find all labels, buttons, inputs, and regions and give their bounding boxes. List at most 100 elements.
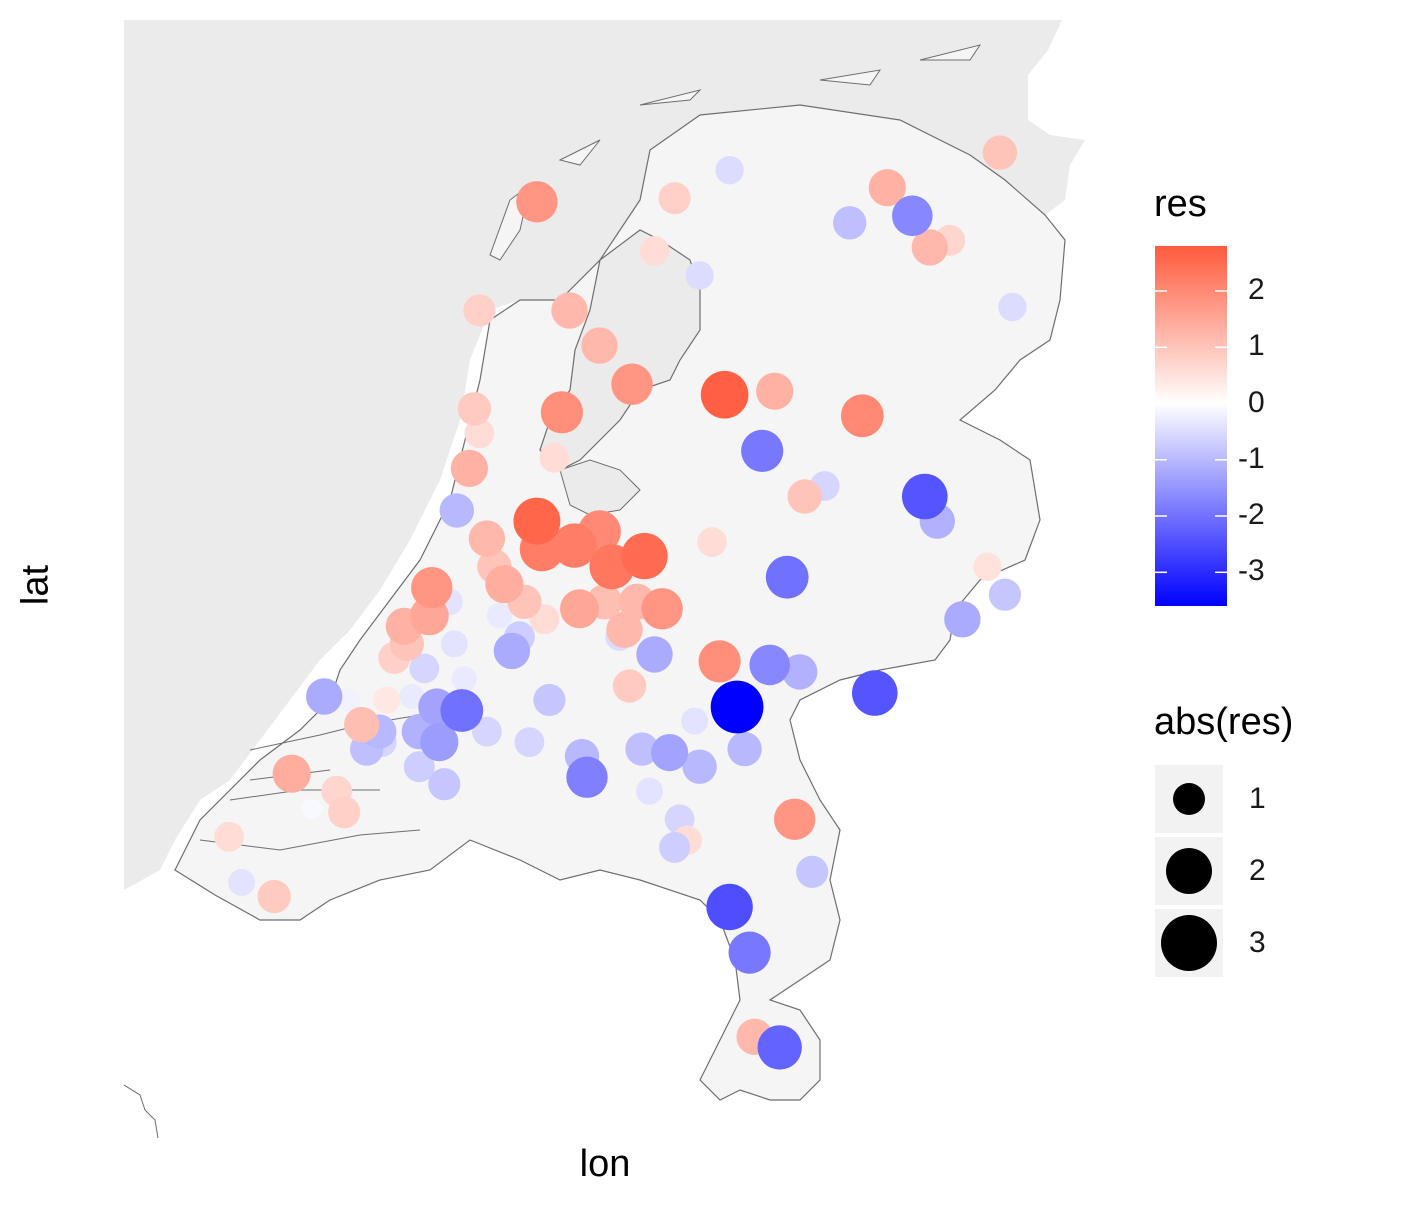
residual-point — [765, 555, 809, 599]
residual-point — [715, 156, 744, 185]
residual-point — [214, 821, 245, 852]
residual-point — [700, 370, 749, 419]
x-axis-title: lon — [579, 1143, 631, 1185]
residual-point — [612, 669, 647, 703]
residual-point — [756, 372, 794, 410]
residual-point — [944, 601, 981, 638]
residual-point — [403, 751, 435, 783]
residual-point — [621, 532, 668, 580]
residual-point — [493, 632, 531, 670]
residual-point — [651, 734, 689, 772]
residual-point — [440, 689, 484, 732]
residual-point — [636, 777, 663, 805]
residual-point — [998, 292, 1027, 322]
residual-point — [852, 670, 898, 716]
residual-point — [533, 683, 566, 717]
residual-point — [516, 181, 558, 223]
residual-point — [337, 688, 361, 712]
residual-point — [457, 392, 492, 426]
residual-point — [868, 169, 906, 207]
residual-point — [472, 716, 502, 747]
residual-point — [749, 644, 790, 686]
residual-point — [328, 796, 361, 829]
size-legend-dot-3 — [1161, 915, 1217, 971]
residual-point — [539, 443, 570, 473]
residual-point — [420, 723, 459, 762]
residual-point — [257, 879, 291, 914]
residual-point — [409, 653, 440, 684]
color-legend-tick-label: -2 — [1238, 498, 1265, 531]
residual-point — [560, 589, 599, 629]
residual-point — [728, 931, 771, 974]
residual-point — [988, 578, 1022, 611]
residual-point — [641, 588, 683, 630]
residual-point — [682, 749, 717, 784]
residual-point — [301, 798, 322, 819]
residual-point — [681, 707, 709, 735]
residual-point — [451, 666, 477, 692]
residual-points — [214, 135, 1027, 1070]
residual-point — [464, 418, 495, 449]
residual-point — [973, 552, 1002, 581]
residual-point — [757, 1025, 802, 1070]
residual-point — [911, 229, 948, 266]
residual-point — [373, 686, 401, 714]
residual-point — [727, 731, 762, 767]
residual-point — [774, 798, 816, 840]
color-legend — [1155, 246, 1227, 606]
residual-point — [272, 754, 311, 793]
size-legend — [1155, 765, 1223, 977]
residual-point — [787, 479, 822, 514]
color-legend-tick-label: 2 — [1248, 273, 1265, 306]
residual-point — [450, 449, 488, 487]
residual-point — [892, 195, 933, 237]
color-bar-ticks — [1155, 290, 1227, 574]
residual-point — [639, 236, 670, 266]
residual-point — [428, 768, 461, 801]
y-axis-title: lat — [14, 564, 57, 606]
residual-point — [698, 640, 741, 683]
size-legend-title: abs(res) — [1154, 701, 1294, 743]
residual-point — [485, 565, 524, 604]
residual-point — [566, 756, 608, 798]
residual-point — [706, 883, 753, 931]
residual-point — [606, 611, 643, 648]
residual-point — [486, 603, 512, 629]
color-legend-tick-label: 1 — [1248, 329, 1265, 363]
color-legend-tick-label: -3 — [1238, 554, 1265, 588]
residual-point — [625, 732, 659, 766]
residual-point — [840, 394, 884, 438]
residual-point — [697, 527, 727, 557]
residual-point — [228, 869, 256, 896]
residual-point — [741, 429, 784, 472]
southern-border-fragment — [123, 1084, 159, 1139]
color-legend-title: res — [1154, 183, 1207, 225]
residual-point — [685, 261, 714, 290]
residual-point — [581, 327, 618, 364]
residual-point — [344, 706, 380, 743]
size-legend-label-3: 3 — [1249, 926, 1266, 959]
residual-point — [782, 654, 818, 690]
residual-point — [439, 493, 474, 528]
color-legend-tick-label: -1 — [1238, 441, 1265, 475]
residual-point — [440, 630, 468, 658]
residual-point — [399, 683, 425, 710]
sea-area — [124, 20, 1085, 890]
residual-point — [540, 391, 584, 434]
markermeer — [559, 459, 641, 516]
residual-point — [514, 727, 545, 757]
residual-point — [796, 855, 829, 889]
residual-point — [636, 636, 673, 673]
residual-point — [411, 567, 453, 609]
size-legend-label-1: 1 — [1249, 782, 1266, 815]
size-legend-dot-2 — [1166, 848, 1212, 894]
residual-point — [902, 473, 948, 520]
size-legend-label-2: 2 — [1249, 854, 1266, 887]
color-bar — [1155, 246, 1227, 606]
residual-point — [306, 678, 343, 715]
residual-point — [982, 135, 1018, 170]
residual-point — [710, 680, 764, 734]
residual-point — [659, 831, 691, 863]
residual-point — [611, 363, 653, 405]
